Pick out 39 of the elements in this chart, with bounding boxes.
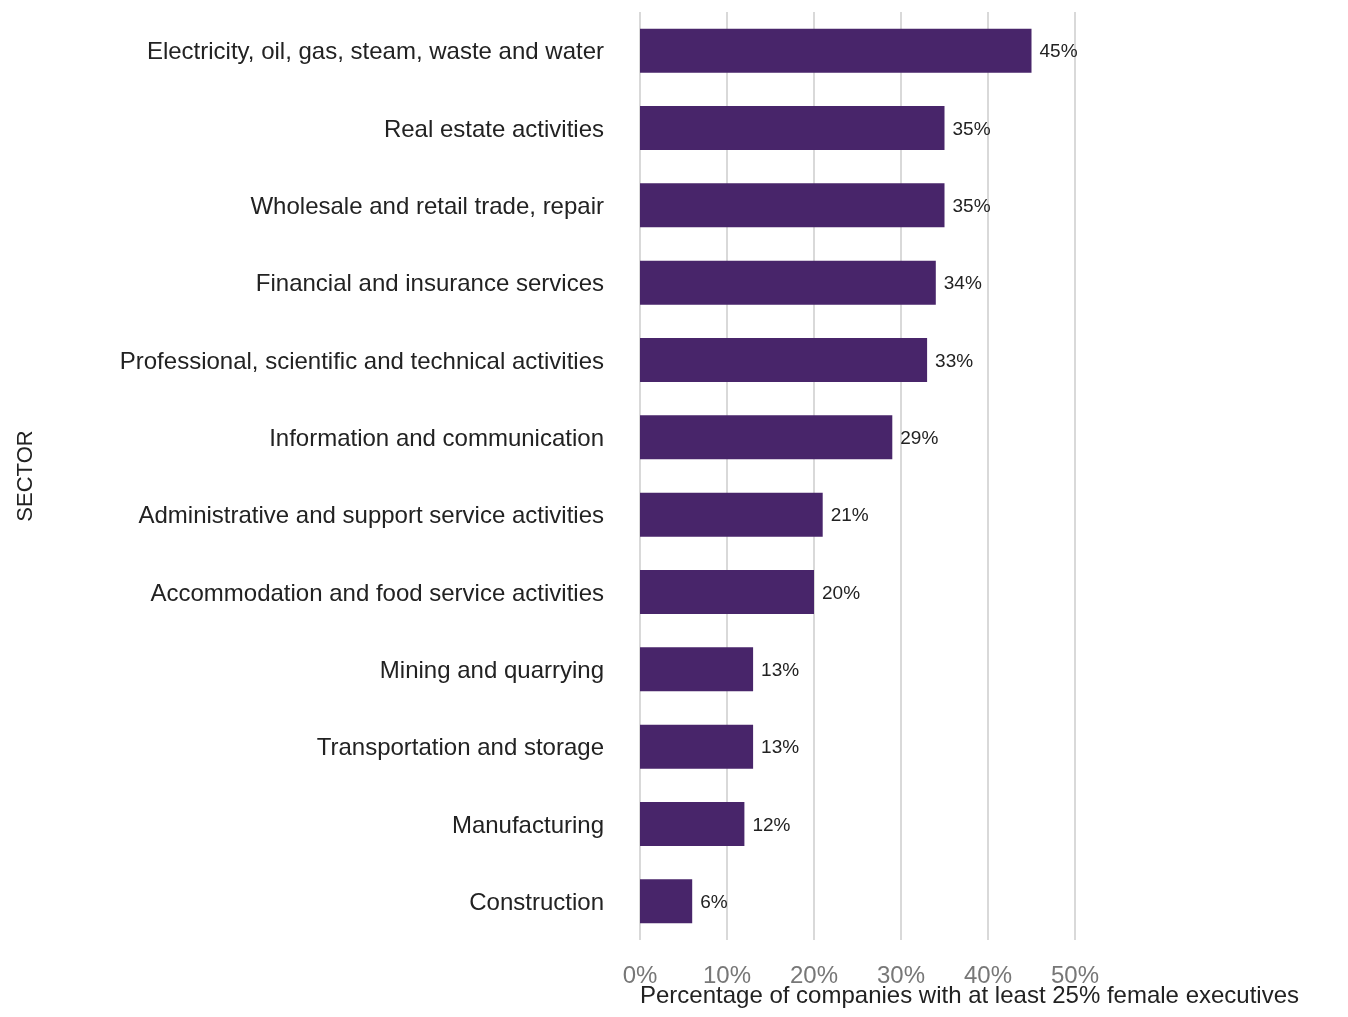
data-label: 20%	[822, 581, 861, 603]
y-tick-label: Real estate activities	[383, 114, 604, 142]
y-tick-label: Financial and insurance services	[255, 269, 604, 297]
x-tick-label: 10%	[702, 960, 752, 988]
data-label: 12%	[752, 813, 791, 835]
y-tick-label: Transportation and storage	[316, 733, 604, 761]
y-tick-label: Mining and quarrying	[379, 655, 604, 683]
bar	[640, 492, 823, 537]
bar	[640, 801, 745, 847]
y-tick-label: Construction	[469, 887, 604, 915]
bar	[640, 569, 814, 615]
bar	[640, 724, 754, 769]
data-label: 35%	[952, 194, 991, 216]
y-axis-title: SECTOR	[11, 430, 37, 522]
data-label: 6%	[700, 890, 728, 912]
y-tick-label: Manufacturing	[451, 810, 604, 838]
bar	[640, 260, 936, 305]
bar	[640, 337, 928, 383]
data-label: 29%	[900, 426, 939, 448]
y-tick-label: Administrative and support service activities	[138, 501, 604, 529]
data-label: 34%	[943, 272, 982, 294]
bar	[640, 183, 945, 228]
bar	[640, 105, 945, 151]
bar	[640, 28, 1032, 73]
y-tick-label: Professional, scientific and technical activities	[119, 346, 604, 374]
data-label: 13%	[761, 658, 800, 680]
data-label: 33%	[935, 349, 974, 371]
data-label: 21%	[830, 504, 869, 526]
y-tick-label: Wholesale and retail trade, repair	[250, 191, 604, 219]
bar	[640, 647, 754, 692]
bar	[640, 415, 893, 460]
y-tick-label: Electricity, oil, gas, steam, waste and water	[146, 37, 604, 65]
data-label: 13%	[761, 736, 800, 758]
data-label: 45%	[1039, 40, 1078, 62]
y-tick-label: Accommodation and food service activities	[150, 578, 604, 606]
data-label: 35%	[952, 117, 991, 139]
y-tick-label: Information and communication	[269, 423, 604, 451]
x-tick-label: 20%	[789, 960, 839, 988]
bar	[640, 879, 693, 924]
